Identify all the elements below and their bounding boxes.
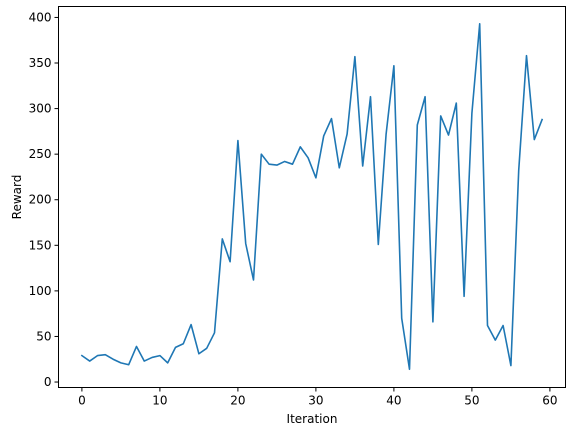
x-tick-label: 50 xyxy=(464,394,479,408)
axis-ticks: 0 10 20 30 40 50 60 0 50 100 150 200 250 300 350 400 xyxy=(29,10,558,407)
y-tick-label: 250 xyxy=(29,147,52,161)
x-tick-label: 10 xyxy=(152,394,167,408)
x-tick-label: 60 xyxy=(542,394,557,408)
reward-series-line xyxy=(80,23,544,371)
plot-frame xyxy=(58,6,566,388)
y-tick-label: 400 xyxy=(29,10,52,24)
y-tick-label: 350 xyxy=(29,56,52,70)
x-tick-label: 40 xyxy=(386,394,401,408)
y-axis-label: Reward xyxy=(10,175,24,220)
y-tick-label: 150 xyxy=(29,238,52,252)
y-tick-label: 50 xyxy=(36,329,51,343)
y-tick-label: 200 xyxy=(29,193,52,207)
y-tick-label: 100 xyxy=(29,284,52,298)
x-tick-label: 0 xyxy=(78,394,86,408)
series-lines xyxy=(80,23,544,371)
x-axis-label: Iteration xyxy=(287,412,338,426)
x-tick-label: 30 xyxy=(308,394,323,408)
y-tick-label: 0 xyxy=(44,375,52,389)
y-tick-label: 300 xyxy=(29,102,52,116)
x-tick-label: 20 xyxy=(230,394,245,408)
